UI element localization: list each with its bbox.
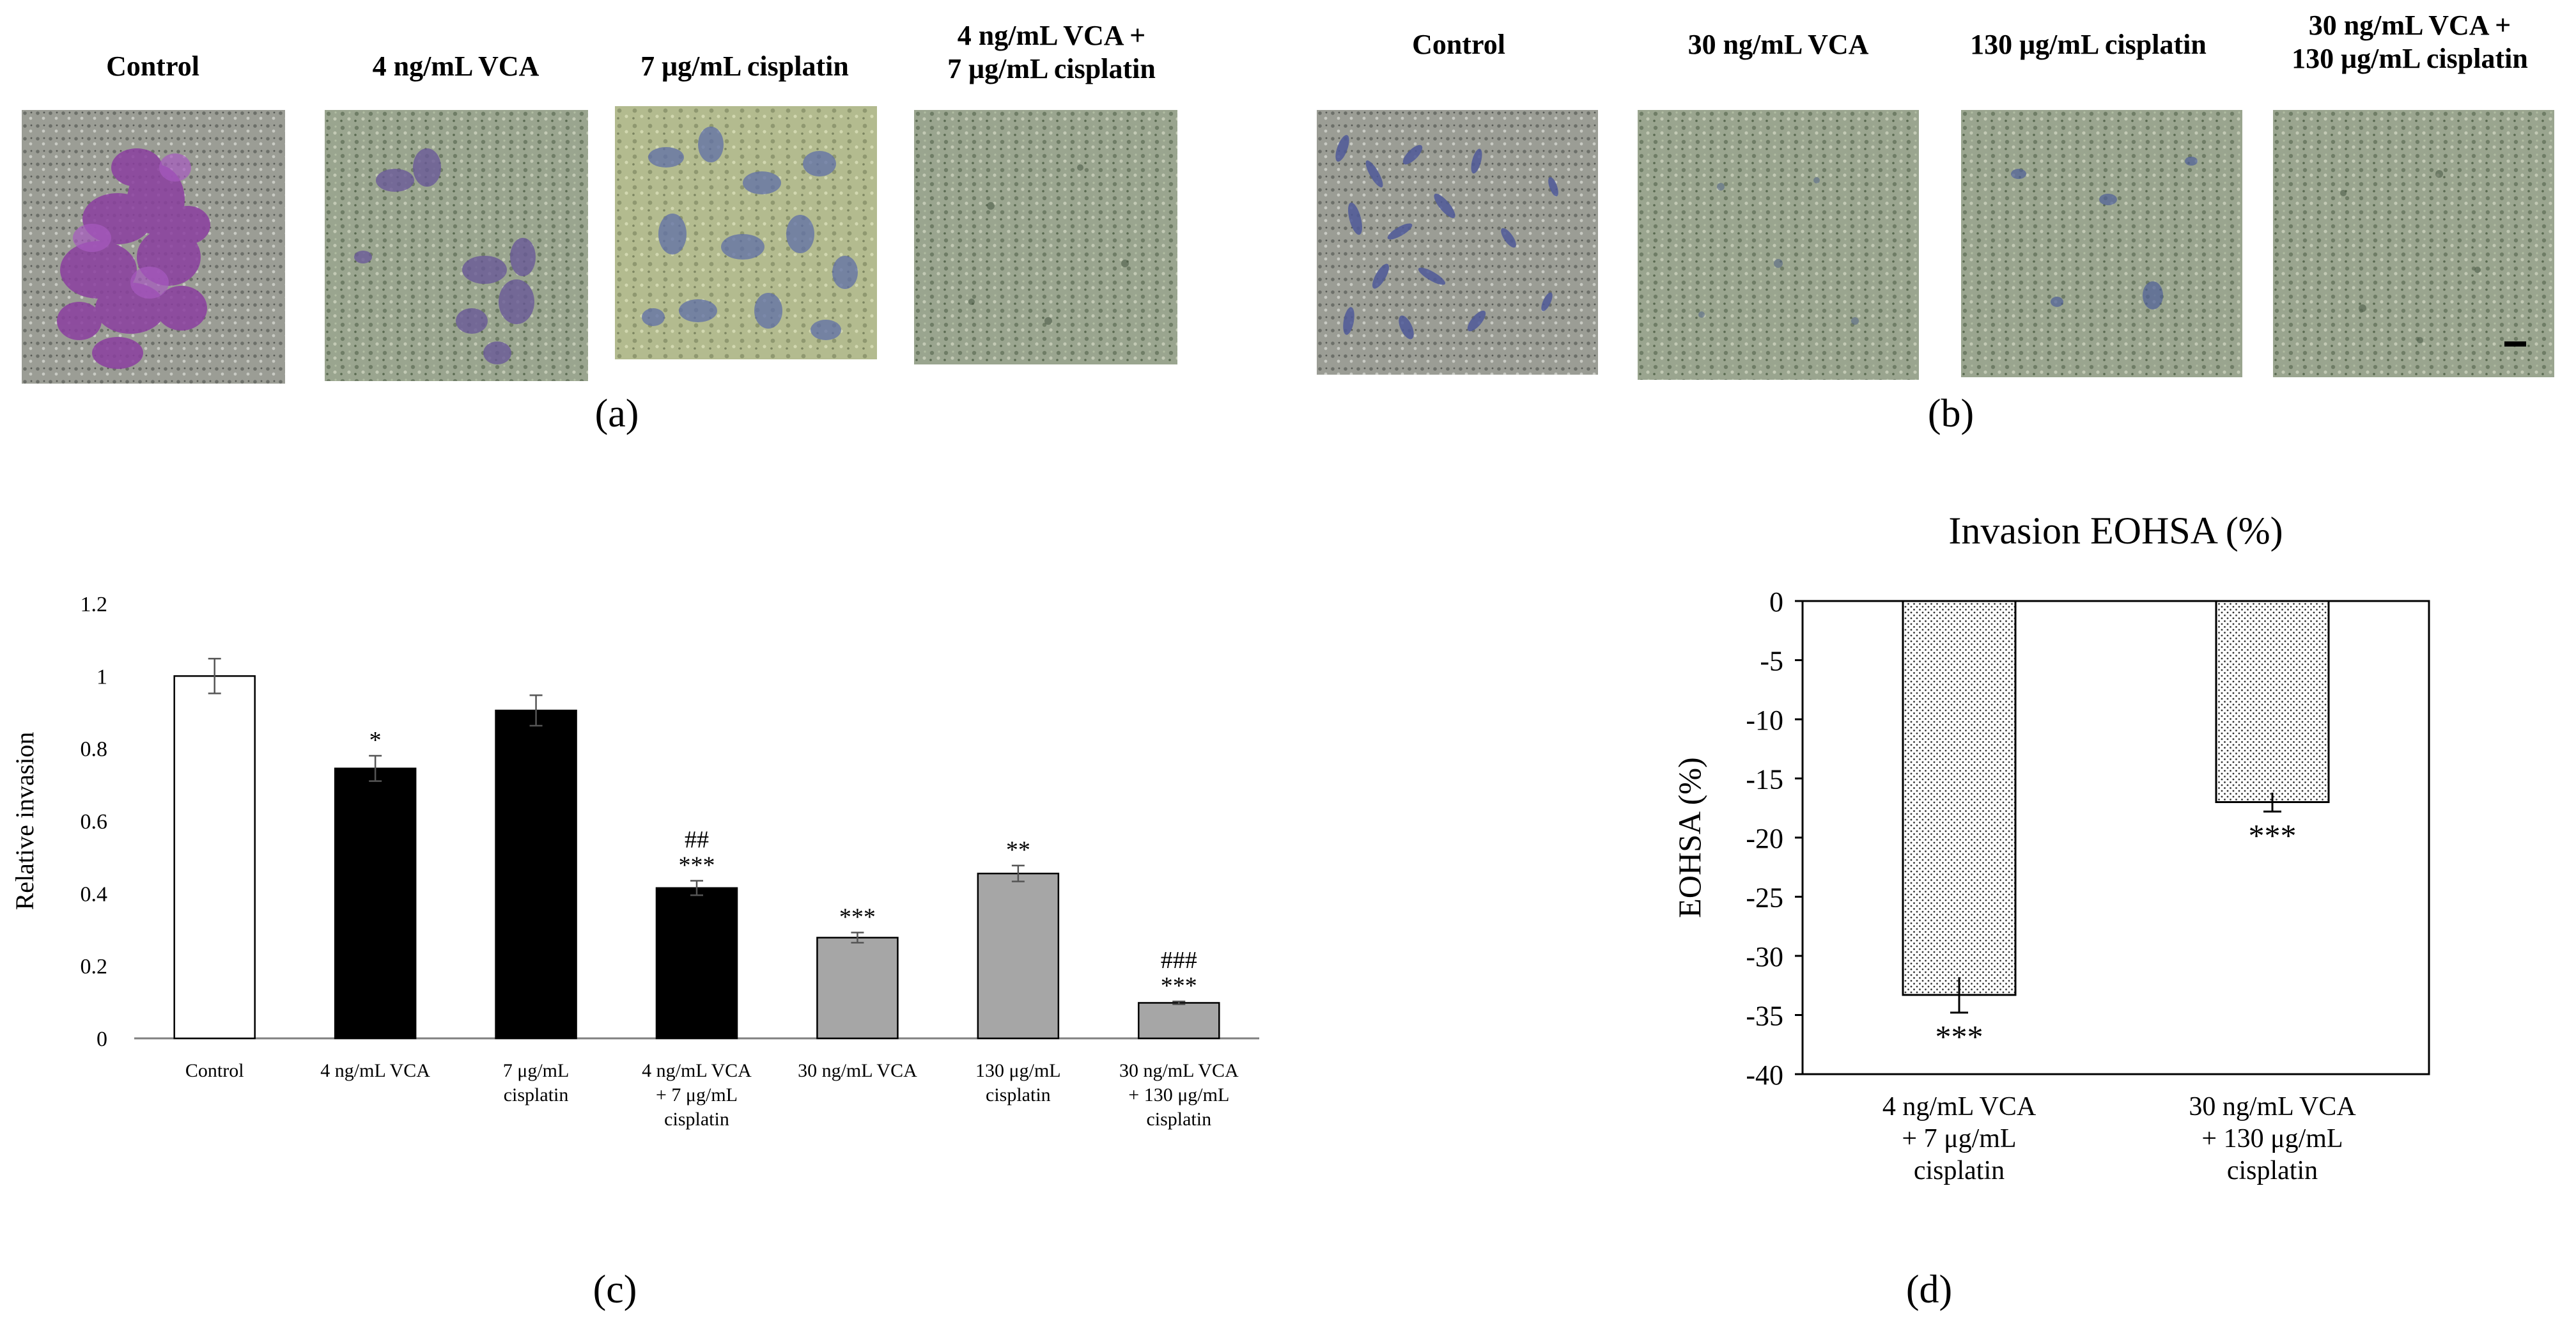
chart-d-ytick-label: -40 bbox=[1746, 1059, 1783, 1091]
micrograph-a-cisplatin bbox=[615, 106, 877, 359]
chart-d-error-bar bbox=[2263, 792, 2281, 813]
chart-c-bar bbox=[977, 872, 1060, 1040]
chart-d-significance: *** bbox=[1936, 1019, 1983, 1054]
bar-chart-c: 0 0.2 0.4 0.6 0.8 1 1.2 Relative invasion Contro… bbox=[10, 593, 1259, 1130]
chart-d-category-label: + 7 μg/mL bbox=[1902, 1124, 2016, 1153]
chart-c-category-label: cisplatin bbox=[1146, 1109, 1211, 1130]
micrograph-a-combo bbox=[914, 110, 1177, 364]
chart-c-ytick-label: 1 bbox=[97, 665, 107, 689]
chart-d-ytick-label: -15 bbox=[1746, 764, 1783, 795]
chart-d-category-label: 30 ng/mL VCA bbox=[2189, 1092, 2356, 1121]
chart-d-category-label: cisplatin bbox=[2227, 1156, 2318, 1185]
chart-c-category-label: cisplatin bbox=[986, 1084, 1051, 1105]
chart-c-category-label: + 130 μg/mL bbox=[1128, 1084, 1229, 1105]
chart-c-error-bar bbox=[690, 880, 703, 896]
panel-c-label: (c) bbox=[593, 1268, 637, 1311]
chart-c-error-bar bbox=[1172, 1000, 1186, 1005]
chart-c-category-label: cisplatin bbox=[664, 1109, 729, 1130]
panel-b-label: (b) bbox=[1927, 392, 1975, 435]
chart-c-ytick-label: 0.8 bbox=[81, 738, 108, 762]
chart-c-category-label: 30 ng/mL VCA bbox=[1119, 1060, 1239, 1081]
chart-c-significance: * bbox=[369, 727, 382, 754]
panel-b-header-4: 30 ng/mL VCA + 130 μg/mL cisplatin bbox=[2292, 10, 2528, 74]
chart-d-category-label: + 130 μg/mL bbox=[2201, 1124, 2343, 1153]
chart-c-bar bbox=[173, 675, 256, 1040]
chart-c-bar bbox=[816, 937, 899, 1040]
panel-a-header-2: 4 ng/mL VCA bbox=[372, 51, 539, 82]
chart-c-significance: ** bbox=[1006, 837, 1030, 864]
chart-d-category-label: cisplatin bbox=[1914, 1156, 2005, 1185]
chart-d-ytick-label: -20 bbox=[1746, 823, 1783, 854]
chart-d-ytick-label: -25 bbox=[1746, 882, 1783, 914]
chart-d-ytick-label: -35 bbox=[1746, 1001, 1783, 1032]
chart-c-category-label: 30 ng/mL VCA bbox=[798, 1060, 917, 1081]
panel-b-header-3: 130 μg/mL cisplatin bbox=[1970, 29, 2207, 60]
chart-c-category-label: 4 ng/mL VCA bbox=[320, 1060, 430, 1081]
chart-c-category-label: 7 μg/mL bbox=[503, 1060, 570, 1081]
bar-chart-d: Invasion EOHSA (%) 0 -5 -10 -15 -20 -25 -30 -35 -… bbox=[1672, 510, 2430, 1185]
panel-b-header-1: Control bbox=[1412, 29, 1505, 60]
chart-c-significance: *** bbox=[679, 852, 715, 879]
chart-c-ytick-label: 0.6 bbox=[81, 810, 108, 834]
scale-bar bbox=[2504, 341, 2526, 347]
micrograph-a-control bbox=[22, 110, 285, 384]
panel-a-label: (a) bbox=[594, 392, 639, 435]
chart-c-significance: *** bbox=[839, 904, 876, 931]
chart-c-ytick-label: 0.2 bbox=[81, 955, 108, 979]
chart-c-significance: ### bbox=[1161, 947, 1197, 974]
chart-c-bar bbox=[334, 767, 417, 1040]
chart-d-bar bbox=[1902, 600, 2017, 996]
chart-d-error-bar bbox=[1950, 977, 1968, 1014]
chart-d-title: Invasion EOHSA (%) bbox=[1948, 510, 2283, 552]
chart-c-error-bar bbox=[369, 754, 382, 782]
panel-a-header-3: 7 μg/mL cisplatin bbox=[640, 51, 849, 82]
chart-d-ytick-label: -10 bbox=[1746, 705, 1783, 736]
chart-c-category-label: 130 μg/mL bbox=[975, 1060, 1061, 1081]
panel-a-header-1: Control bbox=[106, 51, 199, 82]
chart-c-significance: ## bbox=[685, 827, 709, 854]
chart-d-category-label: 4 ng/mL VCA bbox=[1882, 1092, 2037, 1121]
panel-d-label: (d) bbox=[1905, 1268, 1953, 1311]
micrograph-a-vca bbox=[325, 110, 588, 381]
chart-c-category-label: Control bbox=[185, 1060, 244, 1081]
chart-c-ytick-label: 0.4 bbox=[81, 882, 108, 906]
micrograph-b-control bbox=[1317, 110, 1598, 375]
chart-c-ytick-label: 1.2 bbox=[81, 593, 108, 616]
chart-c-error-bar bbox=[208, 657, 221, 694]
micrograph-b-vca bbox=[1638, 110, 1919, 380]
chart-d-ytick-label: 0 bbox=[1769, 586, 1783, 618]
micrograph-b-cisplatin bbox=[1961, 110, 2242, 377]
chart-c-ylabel: Relative invasion bbox=[10, 732, 39, 910]
chart-c-significance: *** bbox=[1161, 973, 1197, 999]
chart-d-frame bbox=[1801, 600, 2430, 1075]
chart-c-category-label: 4 ng/mL VCA bbox=[642, 1060, 752, 1081]
chart-c-error-bar bbox=[1011, 864, 1025, 882]
panel-b-header-2: 30 ng/mL VCA bbox=[1688, 29, 1869, 60]
panel-a-header-4: 4 ng/mL VCA + 7 μg/mL cisplatin bbox=[947, 20, 1156, 84]
micrograph-b-combo bbox=[2273, 110, 2554, 377]
chart-d-ytick-label: -30 bbox=[1746, 941, 1783, 973]
chart-d-ytick-label: -5 bbox=[1760, 646, 1783, 677]
chart-d-significance: *** bbox=[2249, 817, 2297, 853]
chart-c-error-bar bbox=[851, 932, 864, 944]
chart-c-error-bar bbox=[529, 694, 543, 727]
chart-c-category-label: cisplatin bbox=[504, 1084, 569, 1105]
chart-c-category-label: + 7 μg/mL bbox=[656, 1084, 738, 1105]
chart-d-ylabel: EOHSA (%) bbox=[1672, 757, 1707, 918]
chart-c-bar bbox=[495, 709, 577, 1040]
chart-d-bar bbox=[2215, 600, 2330, 803]
chart-c-bar bbox=[655, 887, 738, 1040]
chart-c-bar bbox=[1138, 1002, 1220, 1040]
chart-c-ytick-label: 0 bbox=[97, 1027, 107, 1051]
